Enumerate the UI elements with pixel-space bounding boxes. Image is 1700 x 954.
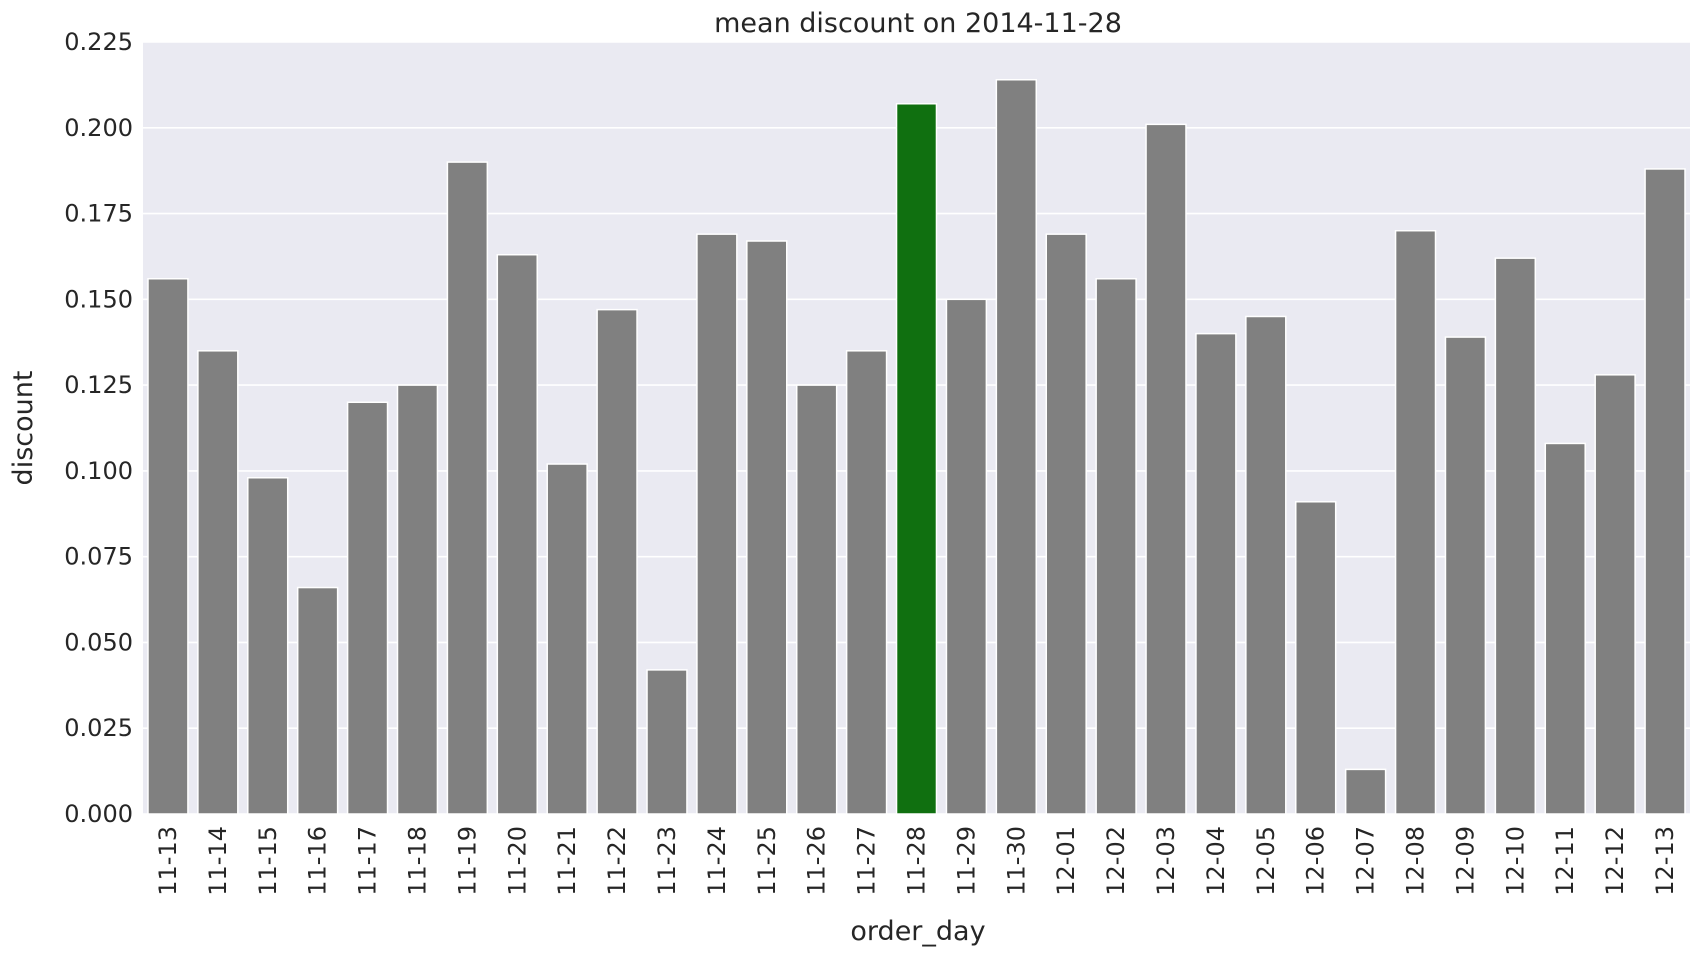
x-tick-label: 11-19 bbox=[453, 826, 481, 896]
bar-12-13 bbox=[1644, 168, 1686, 815]
x-tick-labels: 11-13 11-14 11-15 11-16 11-17 11-18 11-19 11-20… bbox=[154, 826, 1679, 896]
bar-12-03 bbox=[1145, 123, 1187, 815]
bar-11-20 bbox=[496, 253, 538, 815]
bar-12-12 bbox=[1594, 374, 1636, 815]
y-tick-label: 0.025 bbox=[64, 714, 133, 742]
bar-11-25 bbox=[746, 240, 788, 815]
bar-12-08 bbox=[1394, 229, 1437, 815]
bar-11-30 bbox=[995, 78, 1038, 815]
x-tick-label: 12-02 bbox=[1102, 826, 1130, 896]
y-tick-label: 0.075 bbox=[64, 543, 133, 571]
x-tick-label: 11-18 bbox=[403, 826, 431, 896]
y-tick-label: 0.050 bbox=[64, 628, 133, 656]
x-tick-label: 11-15 bbox=[254, 826, 282, 896]
x-tick-label: 11-14 bbox=[204, 826, 232, 896]
bar-12-01 bbox=[1045, 233, 1087, 815]
x-tick-label: 11-22 bbox=[603, 826, 631, 896]
x-tick-label: 11-13 bbox=[154, 826, 182, 896]
bar-12-09 bbox=[1444, 336, 1487, 815]
x-tick-label: 12-06 bbox=[1302, 826, 1330, 896]
y-tick-label: 0.150 bbox=[64, 285, 133, 313]
x-tick-label: 12-13 bbox=[1651, 826, 1679, 896]
x-tick-label: 12-08 bbox=[1402, 826, 1430, 896]
bar-11-19 bbox=[446, 161, 489, 815]
bar-11-17 bbox=[346, 401, 389, 815]
bar-12-02 bbox=[1095, 277, 1137, 815]
x-tick-label: 12-01 bbox=[1052, 826, 1080, 896]
bars bbox=[147, 78, 1686, 815]
x-tick-label: 12-11 bbox=[1551, 826, 1579, 896]
bar-11-16 bbox=[296, 586, 339, 815]
x-tick-label: 11-23 bbox=[653, 826, 681, 896]
y-tick-label: 0.125 bbox=[64, 371, 133, 399]
x-tick-label: 11-26 bbox=[803, 826, 831, 896]
bar-11-26 bbox=[795, 384, 838, 815]
x-tick-label: 12-03 bbox=[1152, 826, 1180, 896]
x-tick-label: 11-20 bbox=[503, 826, 531, 896]
x-tick-label: 11-16 bbox=[304, 826, 332, 896]
bar-11-21 bbox=[546, 463, 588, 815]
y-tick-label: 0.100 bbox=[64, 457, 133, 485]
bar-11-27 bbox=[845, 350, 888, 815]
bar-12-11 bbox=[1544, 442, 1586, 815]
bar-12-06 bbox=[1295, 501, 1337, 815]
bar-11-14 bbox=[197, 350, 239, 815]
bar-12-04 bbox=[1195, 332, 1237, 815]
bar-11-28 bbox=[895, 103, 938, 815]
y-tick-labels: 0.000 0.025 0.050 0.075 0.100 0.125 0.150 0.175… bbox=[64, 28, 133, 828]
bar-11-24 bbox=[696, 233, 738, 815]
bar-11-15 bbox=[247, 477, 289, 815]
x-tick-label: 11-17 bbox=[354, 826, 382, 896]
bar-11-22 bbox=[596, 308, 638, 815]
y-tick-label: 0.000 bbox=[64, 800, 133, 828]
bar-11-23 bbox=[646, 669, 688, 815]
x-tick-label: 11-28 bbox=[903, 826, 931, 896]
x-tick-label: 12-04 bbox=[1202, 826, 1230, 896]
bar-12-05 bbox=[1245, 315, 1287, 815]
bar-11-13 bbox=[147, 277, 189, 815]
bar-12-07 bbox=[1344, 768, 1387, 815]
bar-12-10 bbox=[1494, 257, 1537, 815]
x-tick-label: 11-21 bbox=[553, 826, 581, 896]
chart-title: mean discount on 2014-11-28 bbox=[714, 8, 1122, 39]
x-tick-label: 11-27 bbox=[853, 826, 881, 896]
bar-11-29 bbox=[945, 298, 988, 815]
x-tick-label: 12-05 bbox=[1252, 826, 1280, 896]
y-axis-label: discount bbox=[8, 371, 39, 486]
x-tick-label: 12-07 bbox=[1352, 826, 1380, 896]
x-tick-label: 11-25 bbox=[753, 826, 781, 896]
x-tick-label: 11-24 bbox=[703, 826, 731, 896]
x-tick-label: 12-10 bbox=[1501, 826, 1529, 896]
x-tick-label: 11-29 bbox=[952, 826, 980, 896]
bar-11-18 bbox=[396, 384, 439, 815]
y-tick-label: 0.175 bbox=[64, 200, 133, 228]
x-axis-label: order_day bbox=[850, 916, 985, 947]
x-tick-label: 12-09 bbox=[1451, 826, 1479, 896]
x-tick-label: 11-30 bbox=[1002, 826, 1030, 896]
y-tick-label: 0.225 bbox=[64, 28, 133, 56]
y-tick-label: 0.200 bbox=[64, 114, 133, 142]
x-tick-label: 12-12 bbox=[1601, 826, 1629, 896]
